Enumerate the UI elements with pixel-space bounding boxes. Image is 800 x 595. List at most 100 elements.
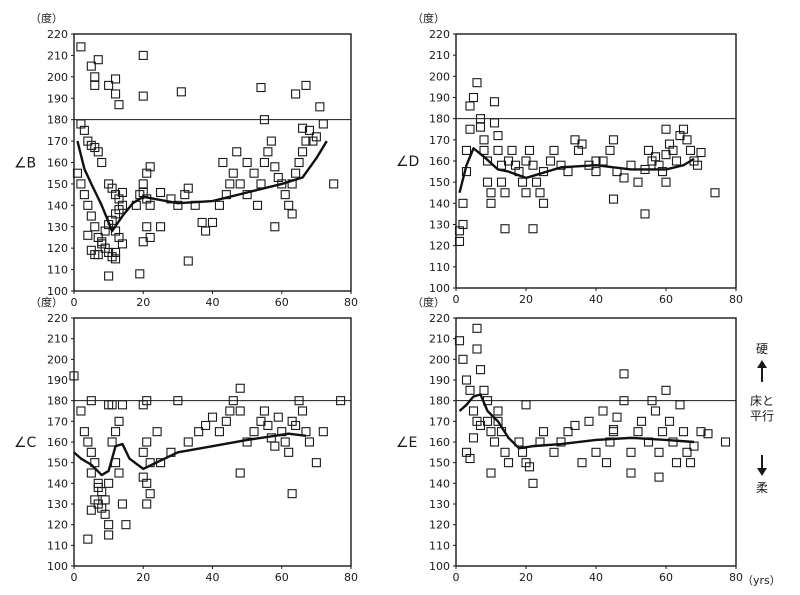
data-point — [710, 188, 720, 198]
data-point — [232, 147, 242, 157]
data-point — [489, 118, 500, 128]
data-point — [475, 122, 486, 132]
data-point — [549, 145, 559, 155]
data-point — [318, 427, 328, 437]
data-point — [493, 406, 503, 416]
data-point — [626, 468, 636, 478]
data-point — [183, 437, 193, 447]
x-tick-label: 40 — [589, 571, 603, 584]
data-point — [304, 125, 315, 135]
y-tick-label: 200 — [429, 70, 450, 83]
data-point — [468, 433, 479, 443]
data-point — [86, 396, 96, 406]
y-tick-label: 170 — [47, 415, 68, 428]
data-point — [682, 447, 692, 457]
data-point — [104, 271, 114, 281]
data-point — [514, 437, 524, 447]
data-point — [475, 420, 486, 431]
data-point — [100, 495, 110, 505]
x-tick-label: 60 — [659, 293, 673, 306]
legend-hard: 硬 — [756, 342, 768, 356]
data-point — [83, 437, 93, 447]
y-tick-label: 100 — [47, 285, 68, 298]
data-point — [521, 188, 531, 198]
data-point — [114, 416, 124, 426]
data-point — [173, 200, 183, 210]
data-point — [528, 160, 538, 170]
data-point — [97, 237, 107, 247]
data-point — [218, 157, 228, 168]
x-tick-label: 80 — [729, 571, 743, 584]
x-tick-label: 60 — [659, 571, 673, 584]
data-point — [138, 91, 148, 101]
y-axis-label: ∠E — [396, 435, 417, 451]
data-point — [531, 177, 542, 187]
data-point — [479, 385, 489, 395]
trend-line — [76, 140, 328, 233]
x-tick-label: 0 — [71, 571, 78, 584]
x-tick-label: 0 — [453, 293, 460, 306]
x-tick-label: 60 — [275, 571, 289, 584]
data-point — [256, 82, 266, 93]
data-point — [304, 437, 315, 447]
data-point — [111, 254, 121, 264]
data-point — [500, 188, 510, 198]
data-point — [315, 102, 325, 112]
y-tick-label: 210 — [47, 333, 68, 346]
data-point — [284, 447, 294, 457]
data-point — [291, 89, 301, 99]
legend-parallel: 床と — [750, 394, 774, 408]
data-point — [138, 50, 148, 60]
data-point — [528, 478, 538, 488]
data-point — [173, 396, 183, 406]
data-point — [619, 369, 629, 379]
data-point — [458, 198, 468, 208]
data-point — [90, 80, 100, 90]
data-point — [601, 458, 612, 468]
data-point — [647, 396, 657, 406]
data-point — [650, 406, 661, 416]
data-point — [458, 354, 468, 364]
y-tick-label: 140 — [429, 477, 450, 490]
data-point — [83, 534, 93, 544]
y-tick-label: 130 — [47, 498, 68, 511]
data-point — [263, 420, 273, 431]
data-point — [104, 478, 114, 488]
data-point — [221, 416, 231, 426]
data-point — [591, 447, 601, 457]
x-tick-label: 80 — [729, 293, 743, 306]
data-point — [517, 177, 528, 187]
y-tick-label: 190 — [47, 374, 68, 387]
data-point — [301, 80, 311, 90]
data-point — [591, 167, 601, 177]
data-point — [104, 530, 114, 540]
data-point — [619, 396, 629, 406]
x-tick-label: 0 — [453, 571, 460, 584]
data-point — [256, 179, 266, 189]
data-point — [661, 124, 671, 134]
data-point — [668, 437, 678, 447]
data-point — [86, 468, 96, 478]
data-point — [297, 406, 308, 416]
data-point — [608, 427, 619, 437]
data-point — [156, 222, 166, 232]
data-point — [489, 437, 500, 447]
data-point — [563, 427, 573, 437]
data-point — [486, 188, 496, 198]
data-point — [577, 139, 587, 149]
data-point — [270, 441, 280, 451]
y-tick-label: 100 — [47, 560, 68, 573]
y-tick-label: 170 — [47, 135, 68, 148]
y-tick-label: 150 — [429, 457, 450, 470]
data-point — [183, 256, 193, 266]
data-point — [297, 147, 308, 157]
data-point — [297, 123, 308, 133]
data-point — [577, 458, 587, 468]
data-point — [294, 157, 304, 168]
data-point — [117, 499, 128, 509]
data-point — [475, 365, 486, 375]
data-point — [117, 400, 128, 410]
panel-e: 1001101201301401501601701801902002102200… — [396, 295, 743, 584]
data-point — [678, 427, 689, 437]
